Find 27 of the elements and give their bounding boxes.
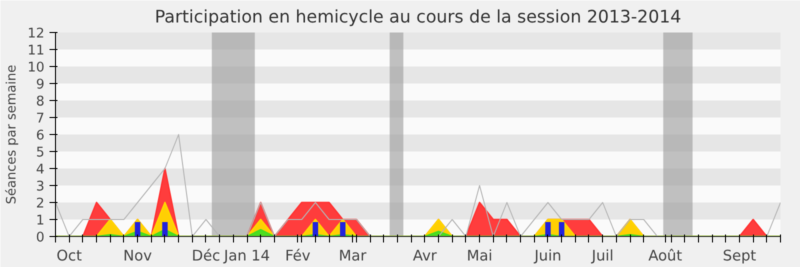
y-tick-label: 9 xyxy=(36,78,45,92)
y-tick-label: 12 xyxy=(28,26,45,42)
x-tick-label: Août xyxy=(648,248,682,264)
x-tick-label: Nov xyxy=(123,248,152,264)
x-tick-label: Mai xyxy=(466,248,492,264)
x-tick-label: Sept xyxy=(722,248,756,264)
y-tick-label: 4 xyxy=(36,162,45,178)
y-tick-label: 7 xyxy=(36,112,45,126)
chart-title: Participation en hemicycle au cours de la session 2013-2014 xyxy=(154,8,682,28)
x-tick-label: Fév xyxy=(285,248,311,264)
x-tick-label: Juin xyxy=(533,248,562,264)
x-tick-label: Oct xyxy=(56,248,82,264)
y-tick-label: 2 xyxy=(36,196,45,212)
y-tick-label: 0 xyxy=(36,230,45,246)
x-tick-label: Mar xyxy=(338,248,368,264)
y-tick-label: 3 xyxy=(36,180,45,194)
y-tick-label: 5 xyxy=(36,146,45,160)
y-tick-label: 1 xyxy=(36,214,45,228)
x-tick-label: Juil xyxy=(590,248,614,264)
y-tick-label: 6 xyxy=(36,128,45,144)
y-tick-label: 11 xyxy=(28,44,45,58)
y-tick-label: 8 xyxy=(36,94,45,110)
x-tick-label: Avr xyxy=(412,248,438,264)
y-axis-title: Séances par semaine xyxy=(4,64,20,204)
x-tick-label: Déc xyxy=(192,248,220,264)
x-tick-label: Jan 14 xyxy=(223,248,270,264)
y-tick-label: 10 xyxy=(28,60,45,76)
